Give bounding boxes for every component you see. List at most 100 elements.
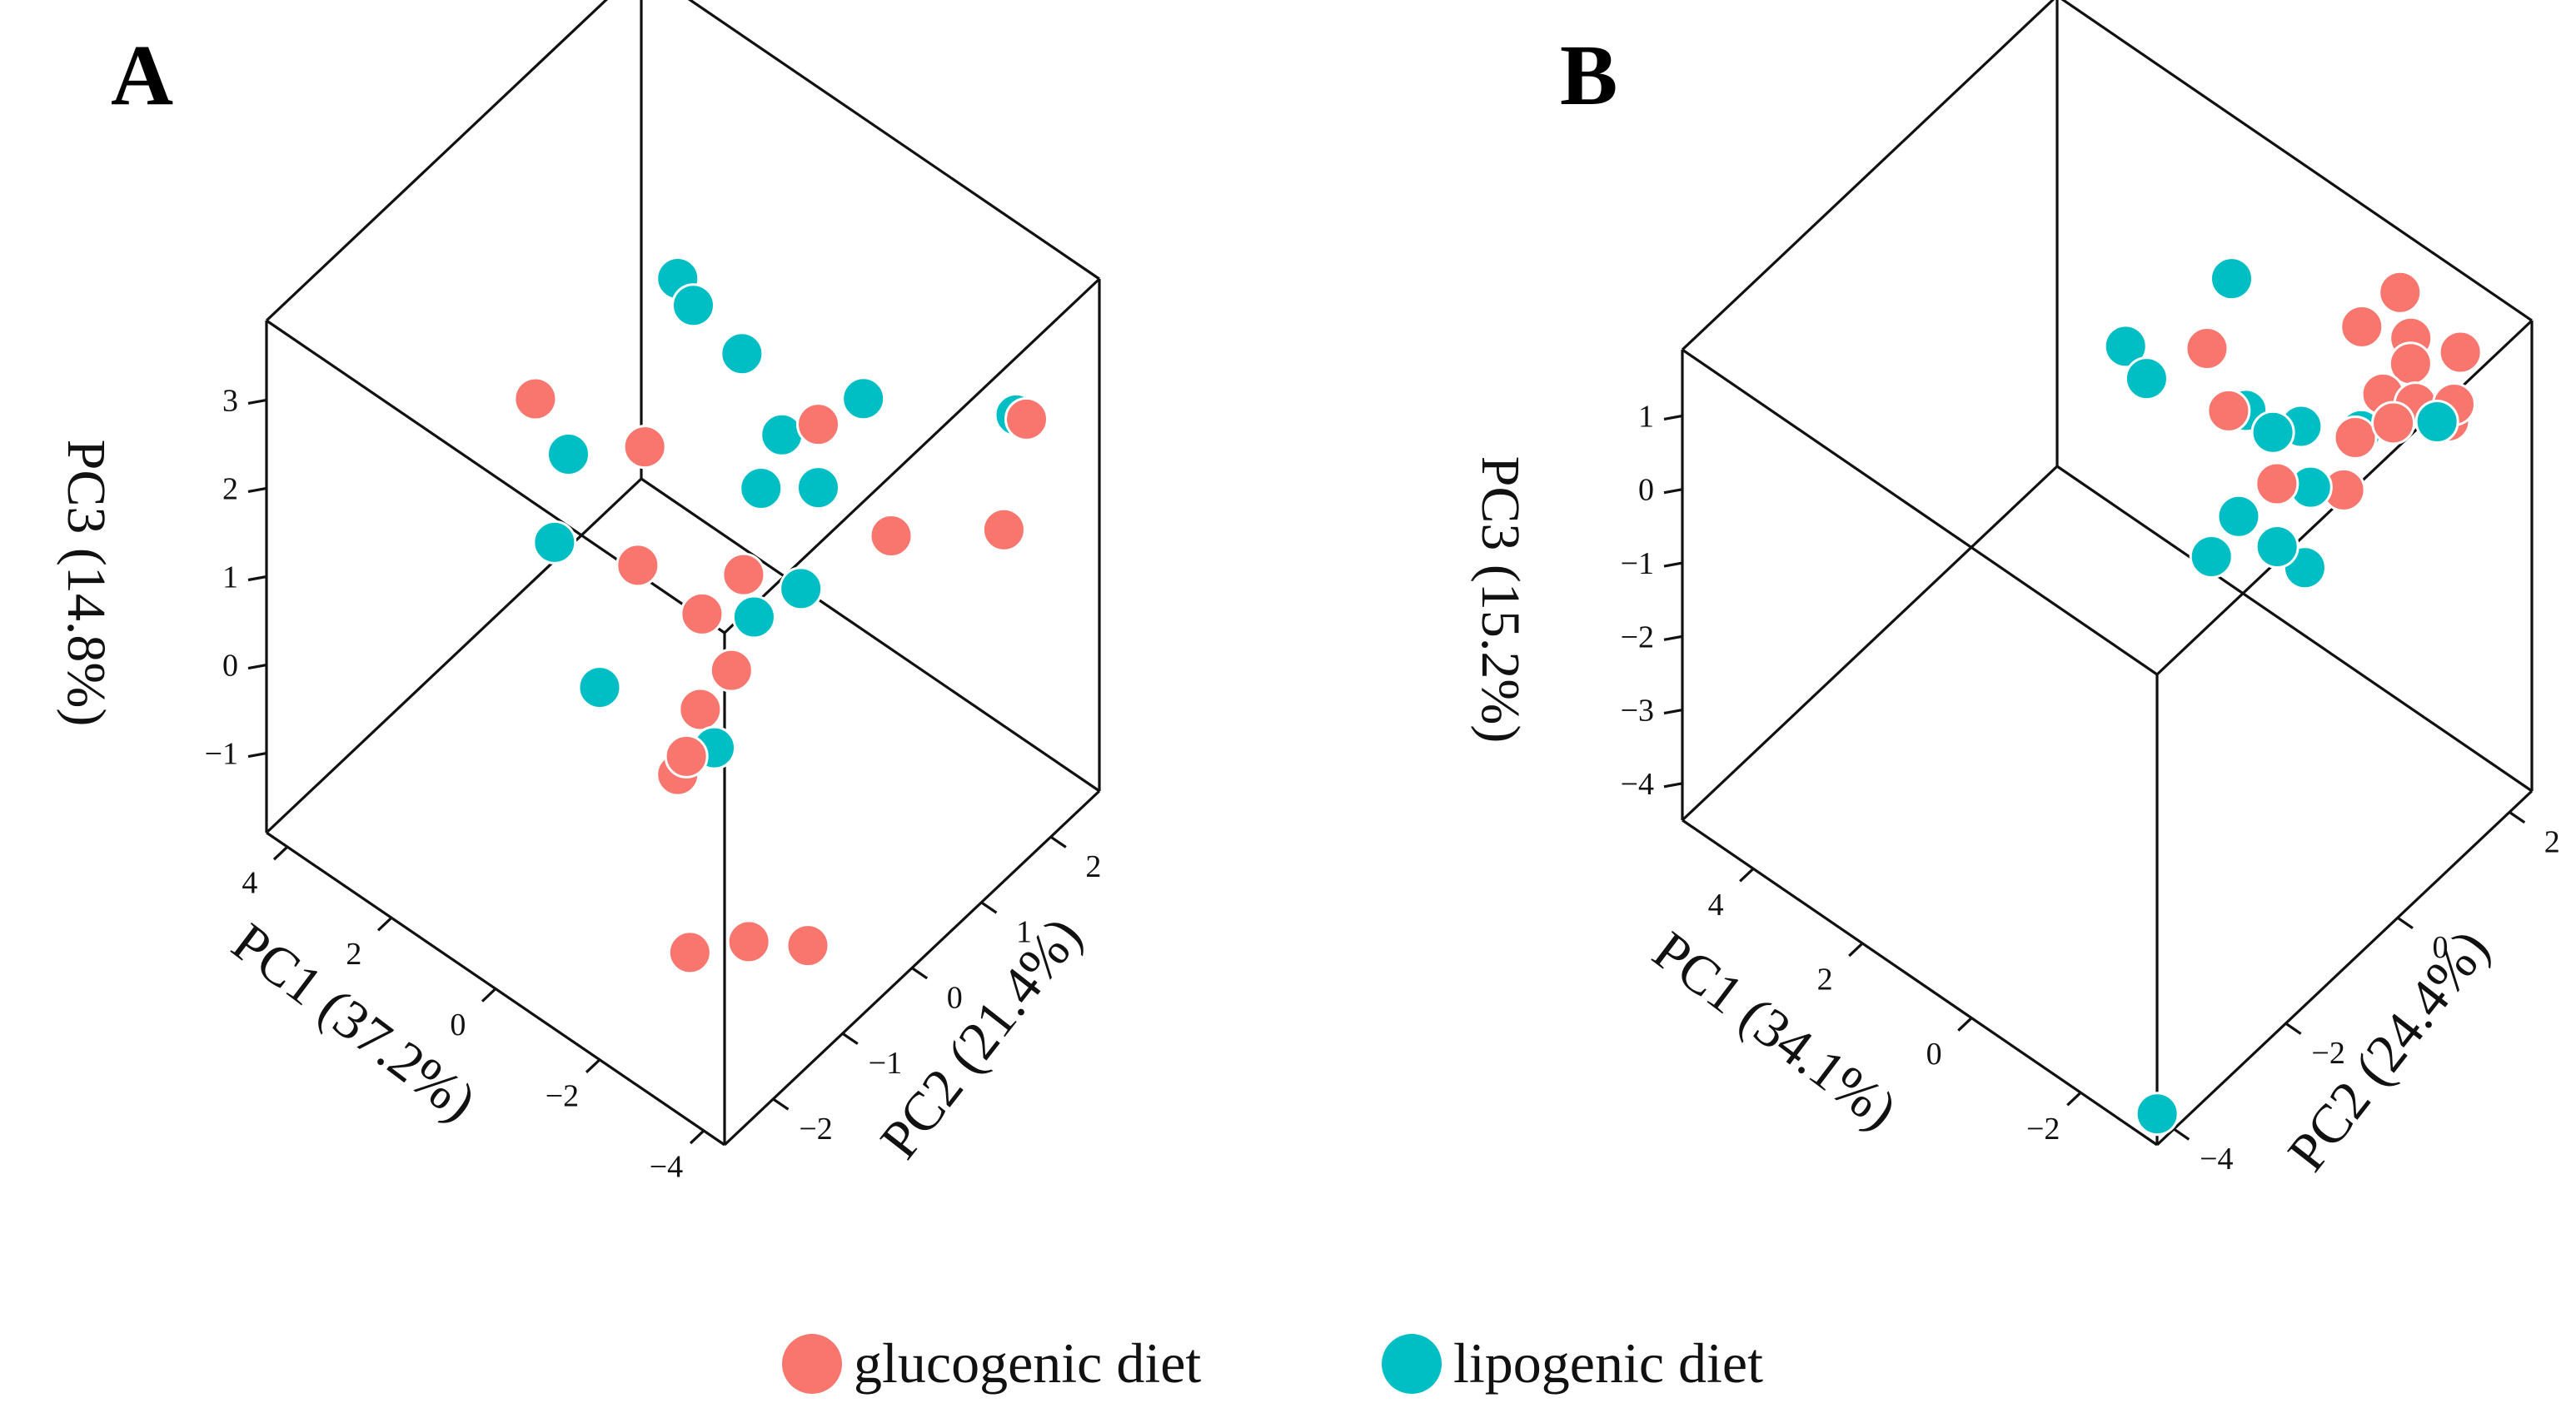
box-edge [2060,0,2533,322]
pc1-tick [272,845,289,861]
pc3-tick [1663,414,1683,421]
pc2-tick [2509,811,2526,824]
pc3-tick [247,398,267,405]
pc3-tick-label: −1 [205,737,238,772]
lipogenic-point [2189,534,2234,579]
glucogenic-point [2333,415,2378,460]
pc1-axis-title-b: PC1 (34.1%) [1642,920,1907,1142]
lipogenic-point [731,595,776,639]
pc2-tick [841,1032,859,1045]
glucogenic-point [2185,326,2230,371]
glucogenic-point [721,552,766,597]
pc1-tick-label: 4 [1708,888,1724,923]
pc1-tick-label: 0 [1926,1037,1942,1072]
box-edge [687,0,1100,281]
pc2-tick-label: 2 [2544,824,2560,859]
glucogenic-point [2378,270,2423,315]
pc2-axis-title-a: PC2 (21.4%) [869,906,1094,1170]
lipogenic-point [2124,356,2169,401]
box-edge [1682,348,2158,676]
lipogenic-point [2216,494,2261,539]
glucogenic-point [2438,330,2483,375]
glucogenic-point [709,648,754,693]
data-points-b [2103,256,2483,1137]
pc1-tick-label: 0 [450,1008,466,1042]
axes-ticks-a: −4 −2 0 2 4 −2 −1 0 1 2 −1 0 1 2 3 [205,383,1102,1184]
glucogenic-point [2255,461,2299,506]
pc2-tick [1049,835,1067,848]
pc2-tick-label: 2 [1085,849,1101,884]
pc2-tick [2285,1022,2302,1035]
pc3-tick-label: −3 [1621,694,1654,729]
box-edge [266,319,725,634]
pc3-tick [247,751,267,759]
pc3-tick [1663,782,1683,789]
box-edge [1681,465,2059,822]
glucogenic-point [615,543,660,588]
data-points-a [513,256,1049,975]
lipogenic-point [739,465,784,510]
pc2-tick-label: 0 [2432,930,2448,965]
glucogenic-point [2339,304,2384,349]
legend-item-glucogenic[interactable]: glucogenic diet [782,1331,1201,1395]
glucogenic-point [2371,401,2416,445]
pc3-tick-label: 1 [1638,399,1654,434]
panel-b: B −2 0 2 4 −4 −2 0 2 −4 −3 −2 −1 0 1 PC1 (34.1%) PC2 … [1470,0,2560,1182]
pc3-tick [247,663,267,670]
lipogenic-point [2135,1092,2180,1137]
pc1-tick [585,1058,601,1073]
lipogenic-point [546,431,590,476]
pc1-tick [1957,1017,1973,1032]
pc3-tick-label: −2 [1621,619,1654,654]
pc1-tick [689,1129,705,1145]
box-edge [1681,0,2055,351]
legend-label-glucogenic: glucogenic diet [854,1331,1201,1395]
pc1-tick-label: −2 [546,1078,579,1113]
panel-label-a: A [111,27,173,123]
pc3-tick-label: −4 [1621,767,1654,802]
pc2-tick-label: −2 [799,1112,832,1147]
pc3-tick-label: 1 [222,560,238,595]
pc3-tick-label: 0 [1638,473,1654,508]
legend-item-lipogenic[interactable]: lipogenic diet [1382,1331,1763,1395]
pc1-tick [376,917,393,932]
box-edge [2056,465,2533,793]
legend-swatch-lipogenic [1382,1334,1442,1394]
glucogenic-point [726,919,771,964]
axes-box-b [1681,0,2534,1147]
legend-label-lipogenic: lipogenic diet [1453,1331,1763,1395]
pc2-tick-label: 0 [947,980,963,1015]
pc2-tick-label: −2 [2311,1036,2344,1071]
pc1-tick [2066,1092,2082,1107]
pc3-axis-title-a: PC3 (14.8%) [56,440,117,727]
glucogenic-point [622,425,667,470]
glucogenic-point [981,507,1026,552]
pc3-tick [247,575,267,582]
legend-swatch-glucogenic [782,1334,842,1394]
pc3-tick [1663,488,1683,495]
glucogenic-point [2206,388,2251,433]
pc3-tick [1663,561,1683,568]
glucogenic-point [785,923,830,968]
lipogenic-point [532,520,577,565]
box-edge [1682,818,2158,1147]
pc2-tick [980,901,998,914]
lipogenic-point [2255,524,2299,569]
pc1-tick [1739,868,1755,883]
pc3-axis-title-b: PC3 (15.2%) [1470,456,1531,744]
glucogenic-point [680,591,725,636]
pc2-axis-title-b: PC2 (24.4%) [2276,918,2501,1182]
lipogenic-point [577,665,622,710]
pc3-tick-label: 2 [222,471,238,506]
glucogenic-point [667,930,712,975]
glucogenic-point [678,687,723,732]
lipogenic-point [2250,410,2295,455]
pc1-tick-label: 4 [242,866,257,901]
box-edge [640,477,1100,793]
glucogenic-point [513,376,558,421]
lipogenic-point [779,566,824,611]
pc2-tick [2396,916,2414,929]
lipogenic-point [841,376,886,421]
